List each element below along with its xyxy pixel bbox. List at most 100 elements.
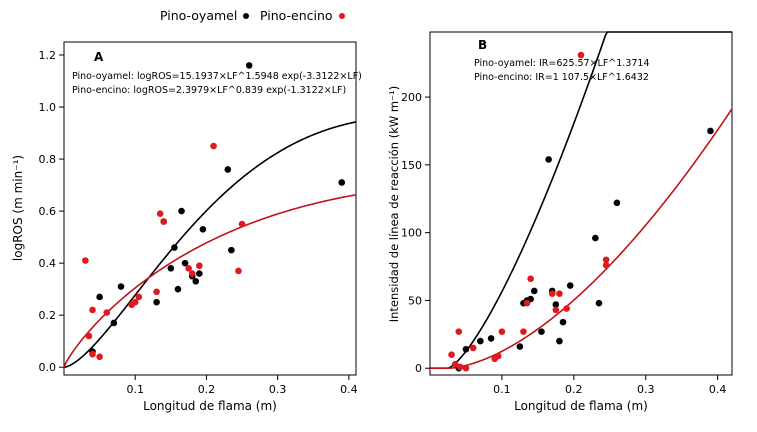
data-point-pino-encino — [82, 257, 89, 264]
data-point-pino-oyamel — [595, 299, 603, 307]
panel-b-ylabel: Intensidad de línea de reacción (kW m⁻¹) — [387, 86, 401, 323]
x-tick-label: 0.3 — [637, 383, 655, 396]
data-point-pino-oyamel — [196, 270, 203, 277]
panel-a-frame — [63, 41, 357, 376]
y-tick-label: 0.4 — [39, 257, 57, 270]
data-point-pino-encino — [153, 288, 160, 296]
data-point-pino-encino — [462, 364, 470, 372]
data-point-pino-encino — [131, 298, 139, 306]
panel-b-ticks: 0.1 0.2 0.3 0.4 0 50 100 150 200 — [401, 91, 726, 396]
data-point-pino-oyamel — [110, 319, 118, 327]
data-point-pino-oyamel — [178, 207, 185, 215]
data-point-pino-encino — [451, 360, 459, 368]
data-point-pino-encino — [552, 306, 560, 314]
x-tick-label: 0.4 — [340, 383, 358, 396]
fit-curve-pino-oyamel — [430, 31, 732, 370]
data-point-pino-encino — [103, 309, 111, 316]
data-point-pino-oyamel — [171, 244, 178, 251]
data-point-pino-encino — [602, 256, 610, 264]
data-point-pino-encino — [89, 306, 96, 314]
legend: Pino-oyamel Pino-encino — [0, 4, 757, 28]
data-point-pino-encino — [563, 305, 570, 312]
data-point-pino-oyamel — [199, 226, 207, 233]
data-point-pino-encino — [160, 218, 168, 225]
data-point-pino-encino — [89, 350, 96, 358]
panel-b-equation-encino: Pino-encino: IR=1 107.5×LF^1.6432 — [474, 72, 649, 83]
data-point-pino-encino — [495, 352, 502, 360]
data-point-pino-oyamel — [530, 287, 538, 295]
data-point-pino-encino — [523, 299, 531, 307]
legend-label-pino-encino: Pino-encino — [260, 8, 333, 23]
data-point-pino-encino — [456, 363, 464, 371]
data-point-pino-encino — [85, 332, 93, 340]
panel-a-equation-encino: Pino-encino: logROS=2.3979×LF^0.839 exp(… — [72, 85, 346, 96]
data-point-pino-oyamel — [174, 285, 182, 293]
panel-a: 0.1 0.2 0.3 0.4 0.0 0.2 0.4 0.6 0.8 1.0 1.2 A Pino… — [11, 41, 362, 413]
panel-a-curves — [63, 121, 357, 368]
y-tick-label: 0.8 — [39, 153, 57, 166]
x-tick-label: 0.4 — [709, 383, 727, 396]
x-tick-label: 0.1 — [493, 383, 511, 396]
data-point-pino-oyamel — [96, 293, 103, 301]
panel-a-xlabel: Longitud de flama (m) — [143, 399, 277, 413]
data-point-pino-oyamel — [592, 234, 599, 242]
panel-b-xlabel: Longitud de flama (m) — [514, 399, 648, 413]
data-point-pino-encino — [448, 351, 455, 358]
data-point-pino-encino — [548, 290, 556, 297]
y-tick-label: 0.0 — [39, 361, 57, 374]
panel-a-equation-oyamel: Pino-oyamel: logROS=15.1937×LF^1.5948 ex… — [72, 71, 362, 82]
x-tick-label: 0.3 — [269, 383, 287, 396]
data-point-pino-oyamel — [224, 166, 232, 173]
data-point-pino-oyamel — [545, 156, 552, 163]
panel-a-letter: A — [94, 50, 104, 64]
fit-curve-pino-encino — [430, 108, 733, 370]
panel-b-equation-oyamel: Pino-oyamel: IR=625.57×LF^1.3714 — [474, 58, 650, 69]
legend-marker-pino-encino — [338, 12, 345, 19]
data-point-pino-oyamel — [477, 337, 484, 345]
fit-curve-pino-oyamel — [63, 121, 357, 368]
panel-b-points — [448, 51, 714, 372]
data-point-pino-oyamel — [613, 199, 621, 207]
y-tick-label: 0.6 — [39, 205, 57, 218]
data-point-pino-encino — [185, 265, 192, 272]
data-point-pino-encino — [238, 220, 246, 228]
data-point-pino-oyamel — [167, 265, 175, 272]
data-point-pino-encino — [96, 353, 103, 361]
data-point-pino-encino — [135, 293, 143, 301]
data-point-pino-oyamel — [117, 283, 125, 290]
y-tick-label: 150 — [401, 159, 422, 172]
data-point-pino-oyamel — [192, 278, 200, 285]
data-point-pino-encino — [469, 344, 477, 352]
panel-a-ticks: 0.1 0.2 0.3 0.4 0.0 0.2 0.4 0.6 0.8 1.0 1.2 — [39, 49, 358, 396]
data-point-pino-encino — [455, 328, 463, 335]
data-point-pino-oyamel — [338, 179, 346, 186]
data-point-pino-oyamel — [707, 127, 714, 135]
panel-b: 0.1 0.2 0.3 0.4 0 50 100 150 200 B Pino-oyamel: … — [387, 31, 733, 413]
legend-marker-pino-oyamel — [243, 12, 250, 19]
panel-b-frame — [429, 31, 733, 376]
data-point-pino-oyamel — [153, 298, 160, 306]
y-tick-label: 200 — [401, 91, 422, 104]
data-point-pino-oyamel — [566, 282, 574, 289]
data-point-pino-encino — [235, 267, 242, 275]
data-point-pino-encino — [188, 270, 196, 277]
x-tick-label: 0.2 — [198, 383, 216, 396]
x-tick-label: 0.2 — [565, 383, 583, 396]
panel-b-letter: B — [478, 38, 487, 52]
fit-curve-pino-encino — [63, 194, 357, 368]
legend-item-pino-encino: Pino-encino — [260, 8, 345, 23]
data-point-pino-oyamel — [181, 259, 189, 267]
data-point-pino-encino — [520, 328, 527, 335]
legend-label-pino-oyamel: Pino-oyamel — [160, 8, 238, 23]
data-point-pino-encino — [577, 51, 585, 59]
data-point-pino-oyamel — [487, 335, 495, 342]
panel-a-points — [82, 62, 346, 361]
legend-item-pino-oyamel: Pino-oyamel — [160, 8, 250, 23]
y-tick-label: 100 — [401, 227, 422, 240]
x-tick-label: 0.1 — [126, 383, 144, 396]
data-point-pino-encino — [602, 261, 610, 269]
data-point-pino-encino — [556, 290, 563, 297]
data-point-pino-oyamel — [552, 301, 560, 308]
data-point-pino-oyamel — [245, 62, 253, 69]
